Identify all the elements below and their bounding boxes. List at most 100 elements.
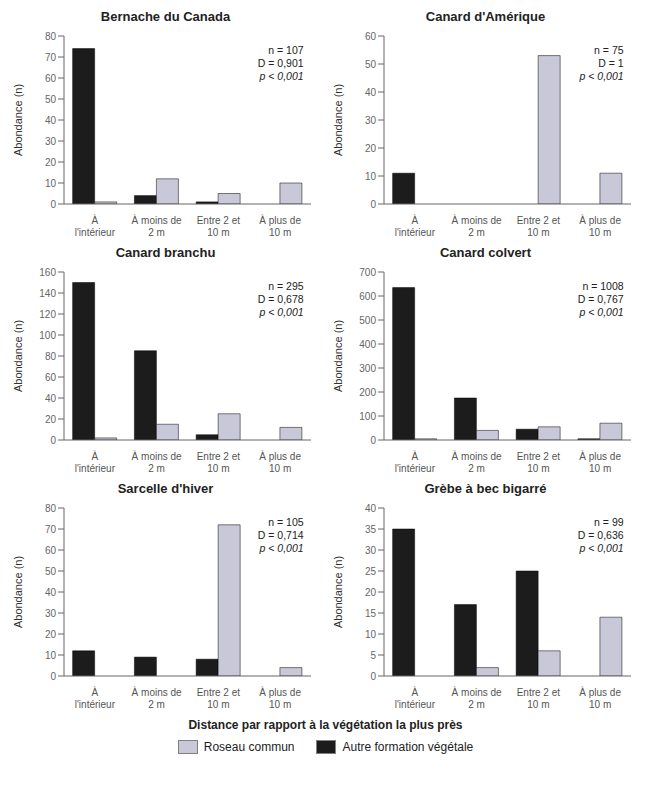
html-text:Canard colvert: Canard colvert — [440, 245, 531, 260]
svg-text:Àl'intérieur: Àl'intérieur — [395, 450, 436, 474]
html-text:D = 1: D = 1 — [598, 57, 624, 70]
svg-text:Abondance (n): Abondance (n) — [332, 84, 344, 156]
svg-text:30: 30 — [365, 545, 377, 556]
svg-text:Entre 2 et10 m: Entre 2 et10 m — [517, 215, 561, 238]
svg-text:300: 300 — [359, 363, 376, 374]
svg-text:70: 70 — [45, 524, 57, 535]
svg-text:40: 40 — [45, 587, 57, 598]
html-text:n = 75: n = 75 — [594, 44, 624, 57]
svg-text:80: 80 — [45, 351, 57, 362]
svg-text:5: 5 — [370, 650, 376, 661]
svg-text:100: 100 — [39, 330, 56, 341]
html-text:D = 0,901: D = 0,901 — [257, 57, 304, 70]
svg-text:120: 120 — [39, 309, 56, 320]
svg-text:160: 160 — [39, 267, 56, 278]
svg-text:Abondance (n): Abondance (n) — [332, 556, 344, 628]
svg-text:Abondance (n): Abondance (n) — [12, 556, 24, 628]
svg-text:Àl'intérieur: Àl'intérieur — [75, 214, 116, 238]
svg-text:Entre 2 et10 m: Entre 2 et10 m — [197, 687, 241, 710]
svg-text:Entre 2 et10 m: Entre 2 et10 m — [517, 687, 561, 710]
svg-text:140: 140 — [39, 288, 56, 299]
svg-text:À plus de10 m: À plus de10 m — [579, 686, 621, 710]
svg-text:200: 200 — [359, 387, 376, 398]
svg-text:30: 30 — [45, 608, 57, 619]
svg-text:À moins de2 m: À moins de2 m — [452, 450, 502, 474]
svg-text:20: 20 — [365, 587, 377, 598]
svg-text:100: 100 — [359, 411, 376, 422]
svg-text:0: 0 — [50, 199, 56, 210]
svg-text:80: 80 — [45, 503, 57, 514]
svg-text:Àl'intérieur: Àl'intérieur — [75, 450, 116, 474]
svg-text:À plus de10 m: À plus de10 m — [259, 450, 301, 474]
svg-text:70: 70 — [45, 52, 57, 63]
svg-text:10: 10 — [45, 650, 57, 661]
html-text:n = 295: n = 295 — [268, 280, 304, 293]
svg-text:À moins de2 m: À moins de2 m — [452, 214, 502, 238]
svg-text:30: 30 — [365, 115, 377, 126]
svg-text:Abondance (n): Abondance (n) — [332, 320, 344, 392]
html-text:p < 0,001: p < 0,001 — [579, 70, 624, 83]
svg-text:À moins de2 m: À moins de2 m — [452, 686, 502, 710]
svg-text:0: 0 — [50, 671, 56, 682]
svg-text:60: 60 — [45, 545, 57, 556]
svg-text:20: 20 — [45, 157, 57, 168]
svg-text:À plus de10 m: À plus de10 m — [579, 214, 621, 238]
svg-text:20: 20 — [45, 629, 57, 640]
svg-text:400: 400 — [359, 339, 376, 350]
svg-text:Entre 2 et10 m: Entre 2 et10 m — [197, 451, 241, 474]
svg-text:Àl'intérieur: Àl'intérieur — [395, 686, 436, 710]
html-text:Autre formation végétale: Autre formation végétale — [342, 740, 474, 754]
html-text:Bernache du Canada: Bernache du Canada — [100, 9, 231, 24]
svg-text:0: 0 — [370, 435, 376, 446]
svg-text:40: 40 — [45, 393, 57, 404]
svg-text:Abondance (n): Abondance (n) — [12, 320, 24, 392]
svg-text:Àl'intérieur: Àl'intérieur — [395, 214, 436, 238]
svg-text:Abondance (n): Abondance (n) — [12, 84, 24, 156]
html-text:n = 107: n = 107 — [268, 44, 304, 57]
svg-text:Entre 2 et10 m: Entre 2 et10 m — [517, 451, 561, 474]
html-text:n = 1008: n = 1008 — [582, 280, 624, 293]
html-text:p < 0,001: p < 0,001 — [259, 306, 304, 319]
html-text:Grèbe à bec bigarré: Grèbe à bec bigarré — [424, 481, 547, 496]
svg-text:600: 600 — [359, 291, 376, 302]
svg-text:700: 700 — [359, 267, 376, 278]
svg-text:35: 35 — [365, 524, 377, 535]
svg-text:À plus de10 m: À plus de10 m — [259, 686, 301, 710]
html-text:Roseau commun: Roseau commun — [203, 740, 295, 754]
svg-text:40: 40 — [45, 115, 57, 126]
html-text:Canard d'Amérique: Canard d'Amérique — [425, 9, 546, 24]
svg-text:80: 80 — [45, 31, 57, 42]
svg-text:50: 50 — [365, 59, 377, 70]
svg-text:20: 20 — [365, 143, 377, 154]
svg-text:0: 0 — [370, 199, 376, 210]
svg-text:10: 10 — [45, 178, 57, 189]
svg-text:À moins de2 m: À moins de2 m — [132, 686, 182, 710]
svg-text:40: 40 — [365, 503, 377, 514]
svg-text:0: 0 — [50, 435, 56, 446]
svg-text:0: 0 — [370, 671, 376, 682]
svg-text:Àl'intérieur: Àl'intérieur — [75, 686, 116, 710]
svg-text:Entre 2 et10 m: Entre 2 et10 m — [197, 215, 241, 238]
svg-text:30: 30 — [45, 136, 57, 147]
svg-text:50: 50 — [45, 566, 57, 577]
svg-text:À plus de10 m: À plus de10 m — [579, 450, 621, 474]
html-text:Sarcelle d'hiver: Sarcelle d'hiver — [117, 481, 214, 496]
svg-text:15: 15 — [365, 608, 377, 619]
html-text:D = 0,678: D = 0,678 — [257, 293, 304, 306]
svg-text:60: 60 — [365, 31, 377, 42]
svg-text:50: 50 — [45, 94, 57, 105]
html-text:p < 0,001: p < 0,001 — [259, 70, 304, 83]
svg-text:À moins de2 m: À moins de2 m — [132, 214, 182, 238]
svg-text:60: 60 — [45, 372, 57, 383]
svg-text:20: 20 — [45, 414, 57, 425]
svg-text:À plus de10 m: À plus de10 m — [259, 214, 301, 238]
svg-text:10: 10 — [365, 171, 377, 182]
svg-text:500: 500 — [359, 315, 376, 326]
svg-text:40: 40 — [365, 87, 377, 98]
svg-text:À moins de2 m: À moins de2 m — [132, 450, 182, 474]
html-text:Canard branchu: Canard branchu — [115, 245, 216, 260]
html-text:Distance par rapport à la végé: Distance par rapport à la végétation la … — [188, 718, 463, 732]
svg-text:60: 60 — [45, 73, 57, 84]
svg-text:10: 10 — [365, 629, 377, 640]
svg-text:25: 25 — [365, 566, 377, 577]
